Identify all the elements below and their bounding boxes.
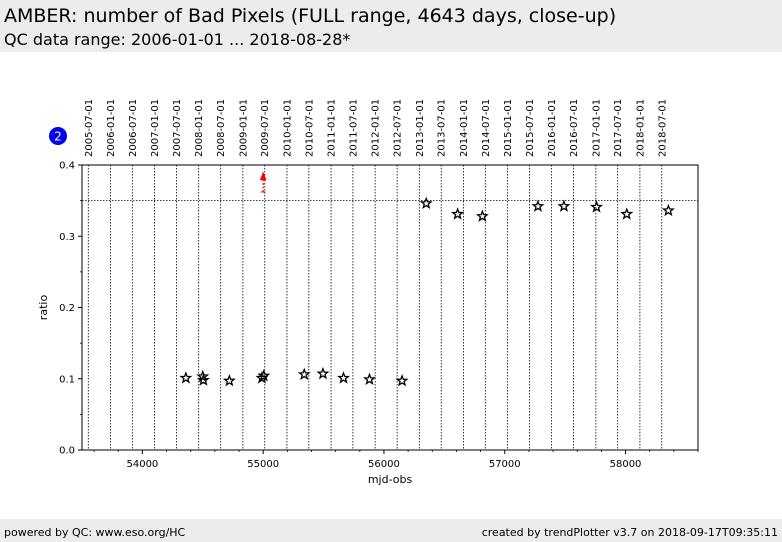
date-tick-label: 2005-07-01 — [84, 99, 95, 157]
data-point — [222, 374, 236, 387]
data-point — [297, 367, 311, 381]
date-tick-label: 2006-01-01 — [106, 99, 117, 157]
chart-subtitle: QC data range: 2006-01-01 ... 2018-08-28… — [4, 30, 351, 49]
data-point — [451, 207, 465, 220]
data-point — [590, 200, 604, 213]
x-axis-label: mjd-obs — [368, 473, 413, 486]
page-badge — [49, 127, 67, 145]
outlier-arrow — [259, 171, 267, 193]
x-tick-label: 57000 — [489, 459, 521, 470]
date-tick-label: 2008-07-01 — [216, 99, 227, 157]
date-tick-label: 2016-01-01 — [547, 99, 558, 157]
date-tick-label: 2009-01-01 — [238, 99, 249, 157]
date-tick-label: 2014-01-01 — [459, 99, 470, 157]
y-axis-ticks: 0.0 0.1 0.2 0.3 0.4 — [59, 161, 82, 457]
data-point — [475, 209, 489, 222]
date-tick-label: 2010-01-01 — [282, 99, 293, 157]
outlier-markers — [259, 171, 267, 193]
chart: 2005-07-01 2006-01-01 2006-07-01 2007-01-01… — [37, 99, 699, 486]
date-tick-label: 2014-07-01 — [481, 99, 492, 157]
date-tick-label: 2017-01-01 — [591, 99, 602, 157]
data-point — [362, 372, 376, 386]
footer: powered by QC: www.eso.org/HC created by… — [0, 519, 782, 542]
x-tick-label: 54000 — [126, 459, 158, 470]
date-tick-labels: 2005-07-01 2006-01-01 2006-07-01 2007-01-01… — [84, 99, 668, 157]
y-axis-label: ratio — [37, 295, 50, 321]
date-tick-label: 2012-01-01 — [371, 99, 382, 157]
y-tick-label: 0.1 — [59, 374, 75, 385]
date-tick-label: 2016-07-01 — [569, 99, 580, 157]
date-tick-label: 2013-01-01 — [415, 99, 426, 157]
footer-powered-by: powered by QC: www.eso.org/HC — [4, 526, 186, 539]
date-tick-label: 2009-07-01 — [260, 99, 271, 157]
data-point — [661, 203, 675, 217]
date-tick-label: 2018-01-01 — [635, 99, 646, 157]
data-point — [531, 199, 545, 212]
y-tick-label: 0.4 — [59, 161, 75, 172]
x-tick-label: 58000 — [610, 459, 642, 470]
date-tick-label: 2006-07-01 — [128, 99, 139, 157]
data-point — [620, 207, 634, 220]
date-tick-label: 2012-07-01 — [393, 99, 404, 157]
outlier-arrow-head — [259, 171, 267, 181]
date-tick-label: 2007-01-01 — [150, 99, 161, 157]
data-point — [179, 371, 193, 384]
date-tick-label: 2013-07-01 — [437, 99, 448, 157]
data-point — [196, 373, 210, 386]
data-points — [179, 196, 675, 387]
date-tick-label: 2018-07-01 — [657, 99, 668, 157]
header: AMBER: number of Bad Pixels (FULL range,… — [0, 0, 782, 52]
date-tick-label: 2008-01-01 — [194, 99, 205, 157]
data-point — [419, 196, 433, 210]
data-point — [557, 199, 571, 212]
x-axis-ticks: 54000 55000 56000 57000 58000 — [93, 450, 699, 470]
data-point — [257, 369, 271, 382]
date-tick-label: 2017-07-01 — [613, 99, 624, 157]
y-tick-label: 0.3 — [59, 232, 75, 243]
plot-frame — [81, 164, 699, 451]
data-point — [336, 371, 351, 384]
x-tick-label: 56000 — [368, 459, 400, 470]
footer-created-by: created by trendPlotter v3.7 on 2018-09-… — [481, 526, 778, 539]
date-tick-label: 2015-01-01 — [503, 99, 514, 157]
date-tick-label: 2010-07-01 — [304, 99, 315, 157]
x-tick-label: 55000 — [247, 459, 279, 470]
data-point — [196, 369, 210, 383]
page-badge-label: 2 — [54, 130, 62, 144]
data-point — [316, 366, 330, 380]
date-gridlines — [87, 165, 663, 450]
date-tick-label: 2011-07-01 — [348, 99, 359, 157]
data-point — [395, 374, 409, 387]
chart-title: AMBER: number of Bad Pixels (FULL range,… — [4, 5, 617, 27]
date-tick-label: 2007-07-01 — [172, 99, 183, 157]
date-tick-label: 2015-07-01 — [525, 99, 536, 157]
y-tick-label: 0.2 — [59, 303, 75, 314]
date-tick-label: 2011-01-01 — [327, 99, 338, 157]
y-tick-label: 0.0 — [59, 446, 75, 457]
